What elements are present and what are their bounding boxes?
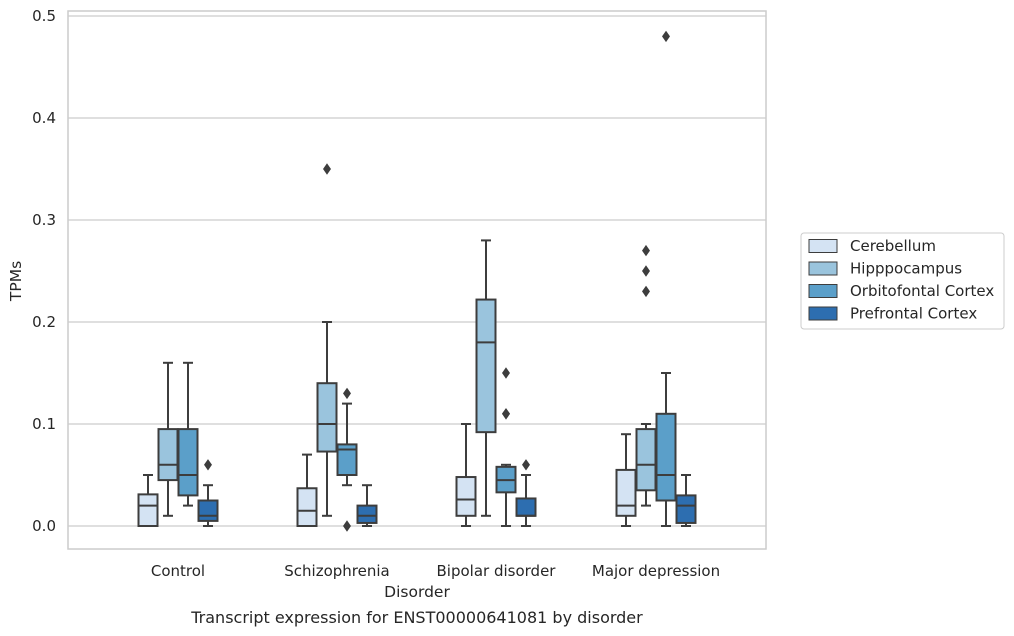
box-iqr bbox=[475, 298, 497, 434]
box-plot bbox=[336, 387, 358, 532]
box-plot bbox=[177, 361, 199, 507]
outlier-point bbox=[502, 367, 510, 379]
box-plot bbox=[455, 423, 477, 527]
outlier-point bbox=[642, 244, 650, 257]
box-plot bbox=[157, 361, 179, 517]
y-tick-label: 0.2 bbox=[32, 313, 56, 331]
legend-label: Prefrontal Cortex bbox=[850, 305, 977, 323]
x-tick-label: Major depression bbox=[592, 562, 720, 580]
box-iqr bbox=[655, 412, 677, 502]
chart-caption: Transcript expression for ENST0000064108… bbox=[190, 608, 643, 627]
legend-item: Orbitofontal Cortex bbox=[808, 282, 994, 300]
box-plot bbox=[296, 453, 318, 528]
outlier-point bbox=[642, 285, 650, 298]
outlier-point bbox=[343, 387, 351, 400]
box-plot bbox=[356, 484, 378, 527]
box-iqr bbox=[675, 494, 697, 524]
y-tick-label: 0.0 bbox=[32, 517, 56, 535]
x-tick-label: Schizophrenia bbox=[284, 562, 389, 580]
legend-item: Prefrontal Cortex bbox=[808, 305, 977, 323]
outlier-point bbox=[502, 408, 510, 420]
box-plot bbox=[495, 367, 517, 527]
legend-label: Orbitofontal Cortex bbox=[850, 282, 994, 300]
legend-swatch bbox=[808, 284, 838, 298]
box-group bbox=[296, 163, 378, 532]
outlier-point bbox=[323, 163, 331, 175]
legend-label: Hipppocampus bbox=[850, 260, 962, 278]
box-plot bbox=[316, 163, 338, 517]
box-iqr bbox=[296, 487, 318, 528]
legend-swatch bbox=[808, 261, 838, 276]
box-iqr bbox=[197, 499, 219, 522]
y-tick-label: 0.5 bbox=[32, 7, 56, 25]
box-groups bbox=[137, 30, 697, 532]
x-axis-title: Disorder bbox=[384, 583, 450, 601]
box-group bbox=[455, 239, 537, 527]
outlier-point bbox=[662, 30, 670, 43]
legend-frame bbox=[800, 232, 1005, 330]
box-iqr bbox=[316, 382, 338, 453]
y-axis-title: TPMs bbox=[7, 261, 25, 302]
legend-item: Cerebellum bbox=[808, 237, 936, 255]
box-iqr bbox=[177, 428, 199, 497]
box-iqr bbox=[137, 493, 159, 528]
box-iqr bbox=[157, 428, 179, 482]
legend-item: Hipppocampus bbox=[808, 260, 962, 278]
box-iqr bbox=[635, 428, 657, 492]
legend: Cerebellum Hipppocampus Orbitofontal Corte… bbox=[800, 232, 1005, 330]
x-tick-label: Bipolar disorder bbox=[437, 562, 557, 580]
box-iqr bbox=[515, 497, 537, 517]
box-plot bbox=[515, 459, 537, 527]
box-iqr bbox=[455, 476, 477, 517]
legend-swatch bbox=[808, 239, 838, 253]
box-plot bbox=[197, 459, 219, 527]
outlier-point bbox=[522, 459, 530, 471]
y-tick-label: 0.1 bbox=[32, 415, 56, 433]
box-group bbox=[137, 361, 219, 528]
legend-label: Cerebellum bbox=[850, 237, 936, 255]
box-plot bbox=[137, 474, 159, 528]
box-iqr bbox=[336, 443, 358, 476]
box-plot bbox=[615, 433, 637, 527]
y-tick-label: 0.3 bbox=[32, 211, 56, 229]
box-iqr bbox=[615, 468, 637, 517]
box-plot bbox=[475, 239, 497, 517]
box-plot bbox=[655, 30, 677, 527]
x-tick-label: Control bbox=[151, 562, 205, 580]
box-iqr bbox=[356, 504, 378, 524]
outlier-point bbox=[204, 459, 212, 471]
outlier-point bbox=[343, 520, 351, 532]
gridlines bbox=[68, 15, 766, 527]
box-group bbox=[615, 30, 697, 527]
legend-items: Cerebellum Hipppocampus Orbitofontal Corte… bbox=[808, 237, 994, 323]
plot-frame bbox=[67, 10, 767, 550]
outlier-point bbox=[642, 265, 650, 277]
y-tick-label: 0.4 bbox=[32, 109, 56, 127]
y-tick-labels: 0.0 0.1 0.2 0.3 0.4 0.5 bbox=[32, 7, 56, 535]
legend-swatch bbox=[808, 306, 838, 321]
box-plot bbox=[675, 474, 697, 527]
x-tick-labels: Control Schizophrenia Bipolar disorder Majo… bbox=[151, 562, 720, 580]
